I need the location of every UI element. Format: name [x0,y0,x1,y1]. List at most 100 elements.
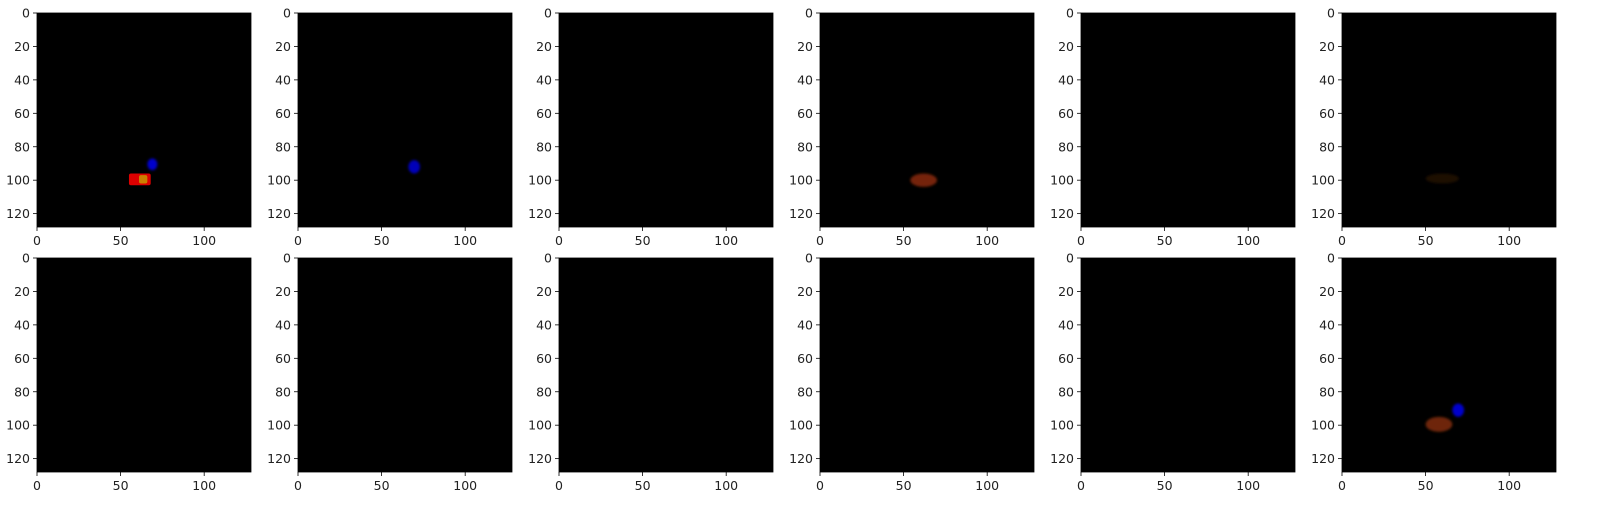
y-tick-label: 100 [1050,173,1074,188]
axes-frame [297,257,513,473]
y-tick-label: 80 [275,384,291,399]
x-tick-label: 100 [975,478,999,493]
y-tick-label: 20 [275,39,291,54]
x-tick-label: 50 [374,233,390,248]
x-tick-label: 50 [635,478,651,493]
x-tick-label: 100 [1497,478,1521,493]
axes-frame [558,12,774,228]
y-tick-label: 120 [789,451,813,466]
x-tick-label: 100 [192,233,216,248]
y-tick-label: 60 [1319,106,1335,121]
y-tick-label: 20 [797,39,813,54]
y-tick-label: 0 [544,251,552,266]
y-tick-label: 20 [536,284,552,299]
y-tick-label: 0 [805,6,813,21]
y-tick-label: 20 [1319,284,1335,299]
y-tick-label: 40 [14,317,30,332]
x-tick-label: 0 [555,233,563,248]
y-tick-label: 0 [1327,251,1335,266]
y-tick-label: 100 [789,418,813,433]
x-tick-label: 100 [192,478,216,493]
y-tick-label: 120 [789,206,813,221]
y-tick-label: 20 [536,39,552,54]
x-tick-label: 50 [1418,478,1434,493]
y-tick-label: 0 [22,6,30,21]
y-tick-label: 120 [267,451,291,466]
y-tick-label: 80 [797,384,813,399]
image-background [559,258,773,472]
image-background [1342,13,1556,227]
object-blob [138,175,148,184]
y-tick-label: 40 [275,72,291,87]
y-tick-label: 80 [1319,139,1335,154]
x-tick-label: 50 [896,233,912,248]
image-background [1342,258,1556,472]
object-blob [147,158,158,171]
y-tick-label: 20 [1058,39,1074,54]
y-tick-label: 80 [1058,384,1074,399]
x-tick-label: 100 [453,233,477,248]
axes-frame [1080,257,1296,473]
y-tick-label: 40 [536,317,552,332]
y-tick-label: 100 [1311,173,1335,188]
y-tick-label: 60 [797,106,813,121]
y-tick-label: 60 [275,351,291,366]
x-tick-label: 0 [1338,478,1346,493]
y-tick-label: 60 [536,351,552,366]
y-tick-label: 80 [536,384,552,399]
y-tick-label: 20 [14,39,30,54]
x-tick-label: 50 [1157,233,1173,248]
y-tick-label: 40 [1319,317,1335,332]
x-tick-label: 0 [816,233,824,248]
y-tick-label: 120 [1050,206,1074,221]
object-blob [1425,416,1453,432]
x-tick-label: 0 [33,478,41,493]
y-tick-label: 20 [14,284,30,299]
y-tick-label: 100 [6,173,30,188]
object-blob [1425,173,1460,184]
y-tick-label: 40 [797,317,813,332]
x-tick-label: 50 [1157,478,1173,493]
image-background [820,13,1034,227]
y-tick-label: 0 [544,6,552,21]
image-background [37,258,251,472]
axes-frame [1341,12,1557,228]
x-tick-label: 100 [1236,233,1260,248]
y-tick-label: 100 [267,173,291,188]
x-tick-label: 50 [374,478,390,493]
y-tick-label: 60 [797,351,813,366]
axes-frame [36,257,252,473]
x-tick-label: 0 [294,233,302,248]
y-tick-label: 100 [267,418,291,433]
y-tick-label: 100 [528,173,552,188]
y-tick-label: 80 [797,139,813,154]
axes-frame [819,257,1035,473]
x-tick-label: 100 [714,233,738,248]
y-tick-label: 100 [528,418,552,433]
y-tick-label: 0 [283,6,291,21]
x-tick-label: 50 [1418,233,1434,248]
y-tick-label: 0 [1066,251,1074,266]
y-tick-label: 20 [1058,284,1074,299]
image-background [1081,13,1295,227]
y-tick-label: 80 [14,139,30,154]
y-tick-label: 60 [1058,106,1074,121]
y-tick-label: 40 [275,317,291,332]
object-blob [910,173,938,187]
y-tick-label: 80 [275,139,291,154]
image-background [1081,258,1295,472]
x-tick-label: 0 [1338,233,1346,248]
y-tick-label: 40 [14,72,30,87]
image-background [37,13,251,227]
axes-frame [1080,12,1296,228]
x-tick-label: 0 [816,478,824,493]
x-tick-label: 100 [975,233,999,248]
